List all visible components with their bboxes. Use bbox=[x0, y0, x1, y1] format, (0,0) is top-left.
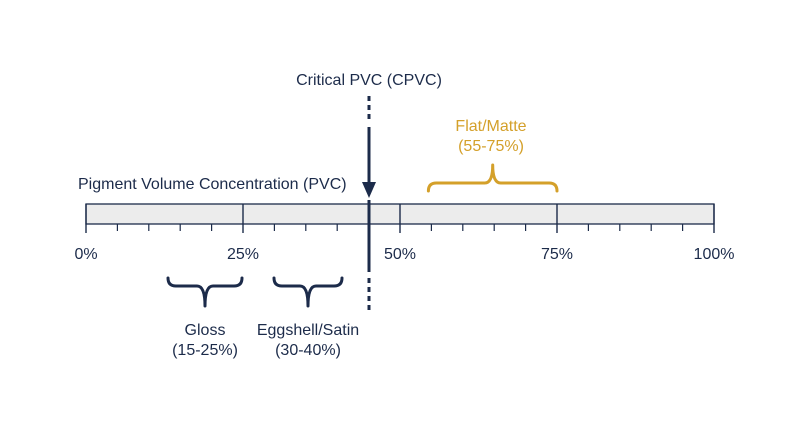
tick-label-25: 25% bbox=[226, 246, 260, 263]
flat-brace bbox=[426, 163, 559, 193]
cpvc-label: Critical PVC (CPVC) bbox=[296, 72, 442, 89]
gloss-label: Gloss (15-25%) bbox=[172, 321, 238, 361]
tick-label-50: 50% bbox=[383, 246, 417, 263]
eggshell-satin-label: Eggshell/Satin (30-40%) bbox=[257, 321, 359, 361]
gloss-range: (15-25%) bbox=[172, 342, 238, 359]
flat-matte-range: (55-75%) bbox=[458, 138, 524, 155]
gloss-name: Gloss bbox=[184, 322, 226, 339]
eggshell-satin-name: Eggshell/Satin bbox=[256, 322, 360, 339]
flat-matte-label: Flat/Matte (55-75%) bbox=[455, 117, 526, 157]
flat-matte-name: Flat/Matte bbox=[455, 118, 527, 135]
cpvc-marker bbox=[362, 96, 376, 314]
eggshell-brace bbox=[272, 276, 344, 308]
eggshell-satin-range: (30-40%) bbox=[275, 342, 341, 359]
axis-title: Pigment Volume Concentration (PVC) bbox=[78, 176, 347, 193]
range-braces bbox=[166, 163, 559, 308]
gloss-brace bbox=[166, 276, 244, 308]
tick-label-0: 0% bbox=[74, 246, 98, 263]
tick-label-75: 75% bbox=[540, 246, 574, 263]
tick-label-100: 100% bbox=[693, 246, 735, 263]
cpvc-arrow-head bbox=[362, 182, 376, 198]
